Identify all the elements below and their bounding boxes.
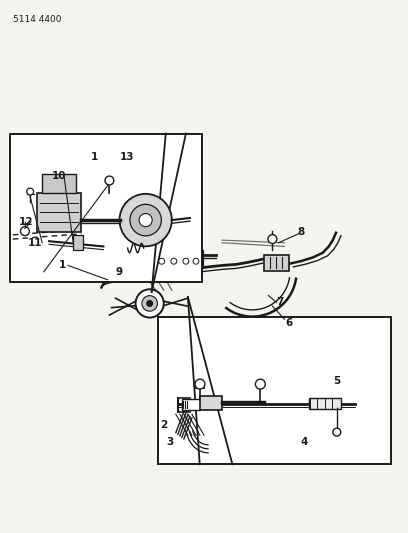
Text: 1: 1 [59,261,66,270]
Circle shape [333,428,341,436]
Text: 8: 8 [298,227,305,237]
Text: 5114 4400: 5114 4400 [13,14,61,23]
Text: 6: 6 [285,318,292,328]
Circle shape [105,176,114,185]
Circle shape [27,188,33,195]
Text: 3: 3 [166,437,173,447]
Circle shape [255,379,265,389]
Circle shape [130,204,161,236]
Circle shape [135,289,164,318]
Polygon shape [129,244,203,282]
Text: 4: 4 [300,437,308,447]
Text: 13: 13 [120,152,135,163]
Circle shape [193,259,199,264]
Text: 2: 2 [160,419,167,430]
Text: 5: 5 [333,376,340,386]
Bar [192,243,200,252]
Circle shape [139,214,152,227]
Bar [156,241,192,254]
Circle shape [147,301,153,306]
Text: 9: 9 [116,267,123,277]
Text: 1: 1 [91,152,98,163]
Circle shape [159,259,165,264]
Bar [200,395,222,410]
Bar [148,243,156,252]
Circle shape [171,259,177,264]
Circle shape [268,235,277,244]
Bar [37,192,81,232]
Circle shape [120,194,172,246]
Circle shape [20,227,29,236]
Text: 7: 7 [276,297,283,308]
Circle shape [142,296,157,311]
Circle shape [195,379,205,389]
Bar [42,174,76,192]
Bar [73,235,83,249]
Text: 12: 12 [19,217,33,227]
Bar [10,134,202,282]
Bar [308,398,341,409]
Bar [158,317,391,464]
Text: 11: 11 [28,238,42,248]
Bar [182,399,200,410]
Text: 10: 10 [52,171,67,181]
Bar [264,255,288,271]
Circle shape [183,259,189,264]
